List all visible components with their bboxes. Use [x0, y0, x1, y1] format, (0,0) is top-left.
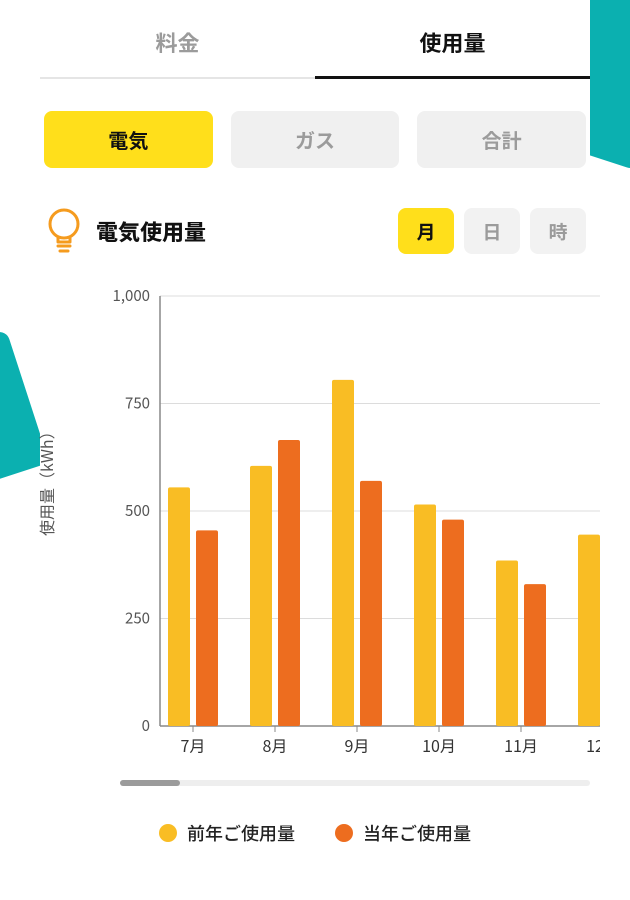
legend-prev-label: 前年ご使用量: [187, 820, 295, 846]
svg-text:750: 750: [125, 393, 150, 414]
svg-text:1,000: 1,000: [113, 286, 150, 306]
category-row: 電気 ガス 合計: [40, 111, 590, 168]
category-total-button[interactable]: 合計: [417, 111, 586, 168]
svg-text:12月: 12月: [586, 733, 600, 757]
legend-curr-label: 当年ご使用量: [363, 820, 471, 846]
chart-area: 使用量（kWh） 02505007501,0007月8月9月10月11月12月: [40, 286, 590, 806]
period-hour-button[interactable]: 時: [530, 208, 586, 254]
usage-bar-chart: 0 250 500 750 1,000 7月 8月 9月 10月 11月 12月: [80, 286, 600, 786]
tab-fee[interactable]: 料金: [40, 12, 315, 79]
content-card: 料金 使用量 電気 ガス 合計 電気使用量 月 日 時 使用量（kWh）: [40, 0, 590, 900]
legend: 前年ご使用量 当年ご使用量: [0, 820, 630, 846]
top-tabs: 料金 使用量: [40, 12, 590, 79]
legend-curr-year: 当年ご使用量: [335, 820, 471, 846]
legend-prev-dot: [159, 824, 177, 842]
svg-text:0: 0: [142, 715, 150, 736]
chart-scroll-thumb[interactable]: [120, 780, 180, 786]
section-header: 電気使用量 月 日 時: [40, 206, 590, 256]
tab-usage[interactable]: 使用量: [315, 12, 590, 79]
period-day-button[interactable]: 日: [464, 208, 520, 254]
category-electric-button[interactable]: 電気: [44, 111, 213, 168]
svg-text:9月: 9月: [345, 733, 370, 757]
period-month-button[interactable]: 月: [398, 208, 454, 254]
svg-text:250: 250: [125, 608, 150, 629]
svg-text:8月: 8月: [263, 733, 288, 757]
y-axis-title: 使用量（kWh）: [34, 423, 58, 536]
category-gas-button[interactable]: ガス: [231, 111, 400, 168]
chart-scroll-track[interactable]: [120, 780, 590, 786]
svg-text:11月: 11月: [504, 733, 538, 757]
legend-prev-year: 前年ご使用量: [159, 820, 295, 846]
legend-curr-dot: [335, 824, 353, 842]
lightbulb-icon: [44, 206, 84, 256]
section-title: 電気使用量: [96, 215, 398, 247]
period-toggle: 月 日 時: [398, 208, 586, 254]
svg-text:10月: 10月: [422, 733, 456, 757]
svg-text:500: 500: [125, 500, 150, 521]
svg-text:7月: 7月: [181, 733, 206, 757]
